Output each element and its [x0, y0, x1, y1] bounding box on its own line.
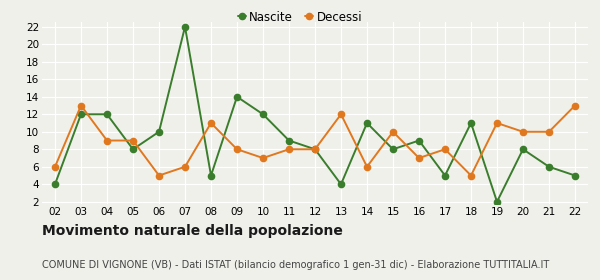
Text: COMUNE DI VIGNONE (VB) - Dati ISTAT (bilancio demografico 1 gen-31 dic) - Elabor: COMUNE DI VIGNONE (VB) - Dati ISTAT (bil…: [42, 260, 549, 270]
Text: Movimento naturale della popolazione: Movimento naturale della popolazione: [42, 224, 343, 238]
Legend: Nascite, Decessi: Nascite, Decessi: [233, 6, 367, 28]
